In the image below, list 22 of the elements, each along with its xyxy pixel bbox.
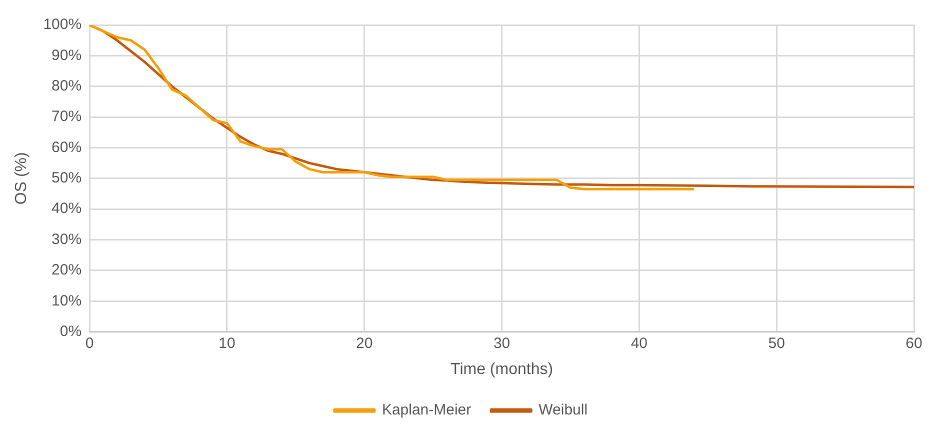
x-tick-label: 40 — [630, 334, 648, 352]
x-tick-label: 60 — [906, 334, 922, 352]
y-tick-label: 90% — [52, 46, 82, 64]
legend-label: Weibull — [538, 402, 588, 419]
y-tick-label: 30% — [52, 230, 82, 248]
x-tick-label: 50 — [768, 334, 785, 352]
y-tick-label: 80% — [52, 78, 82, 94]
y-tick-label: 20% — [52, 262, 82, 279]
y-tick-label: 60% — [52, 138, 82, 156]
x-tick-label: 10 — [218, 334, 236, 352]
x-axis-title: Time (months) — [450, 360, 554, 378]
legend-label: Kaplan-Meier — [382, 402, 472, 419]
x-tick-label: 30 — [493, 334, 510, 352]
x-tick-label: 0 — [85, 334, 94, 352]
y-tick-label: 70% — [52, 108, 82, 126]
y-tick-label: 100% — [43, 16, 82, 34]
y-tick-label: 0% — [60, 322, 82, 340]
y-tick-label: 10% — [52, 292, 82, 310]
x-tick-label: 20 — [356, 334, 373, 352]
y-tick-label: 40% — [52, 200, 82, 218]
y-tick-label: 50% — [52, 170, 82, 187]
y-axis-title: OS (%) — [13, 152, 30, 205]
